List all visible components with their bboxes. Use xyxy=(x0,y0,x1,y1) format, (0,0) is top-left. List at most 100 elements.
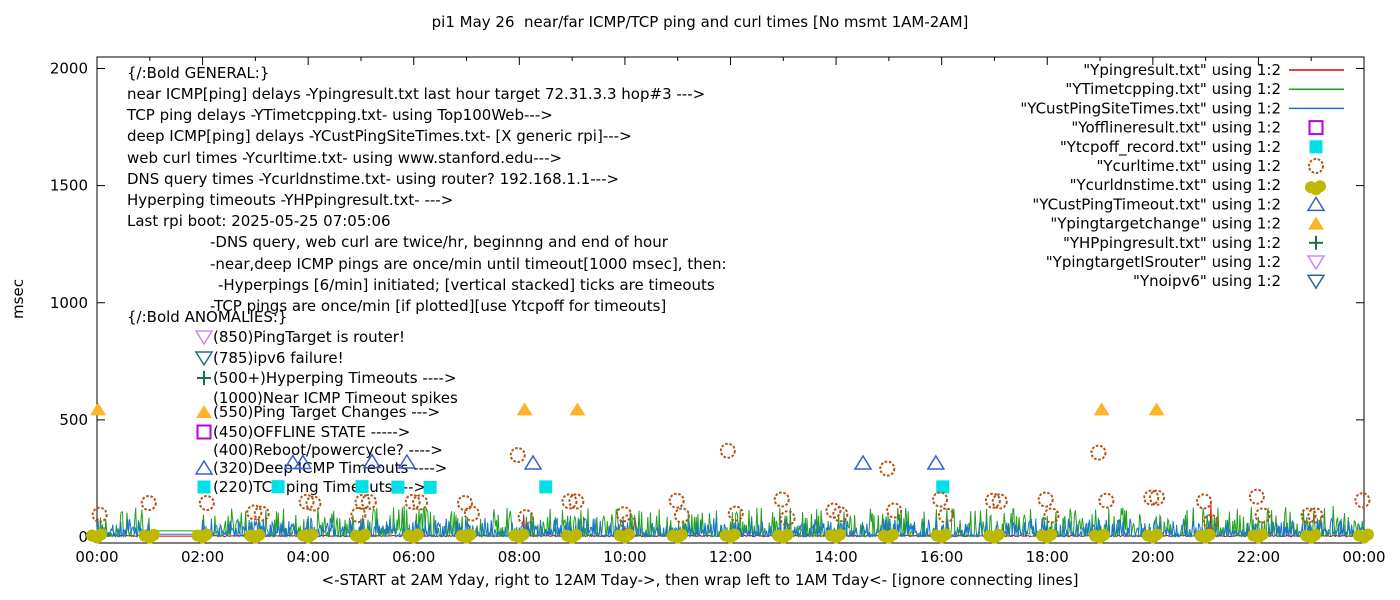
data-point-circle-cluster-icon xyxy=(618,531,631,544)
notes-anomalies-line: (785)ipv6 failure! xyxy=(213,349,344,367)
data-point-triangle-open-icon xyxy=(523,454,543,470)
notes-general-line: Last rpi boot: 2025-05-25 07:05:06 xyxy=(127,212,391,230)
data-point-triangle-filled-icon xyxy=(1093,402,1110,416)
data-point-circle-open-icon xyxy=(1254,507,1271,524)
y-tick-label: 1500 xyxy=(50,177,88,195)
square-icon xyxy=(196,424,212,440)
x-tick-label: 16:00 xyxy=(920,548,963,566)
x-tick-label: 02:00 xyxy=(181,548,224,566)
legend-square-filled-icon xyxy=(1309,140,1323,154)
legend-square-open-icon xyxy=(1308,120,1324,136)
data-point-circle-cluster-icon xyxy=(460,531,473,544)
data-point-circle-open-icon xyxy=(937,507,954,524)
legend-triangle-down-open-icon xyxy=(1306,255,1326,271)
notes-anomalies-line: (400)Reboot/powercycle? ----> xyxy=(213,441,443,459)
x-tick-label: 20:00 xyxy=(1131,548,1174,566)
data-point-circle-cluster-icon xyxy=(1358,531,1370,544)
notes-anomalies-header: {/:Bold ANOMALIES:} xyxy=(127,308,287,326)
notes-general-line: -Hyperpings [6/min] initiated; [vertical… xyxy=(218,276,715,294)
legend-triangle-down-open-icon xyxy=(1306,274,1326,290)
notes-anomalies-line: (220)TCP ping Timeouts ---> xyxy=(213,478,426,496)
data-point-circle-open-icon xyxy=(517,509,534,526)
data-point-circle-open-icon xyxy=(91,506,108,523)
notes-general-line: web curl times -Ycurltime.txt- using www… xyxy=(127,149,562,167)
legend-label: "YTimetcpping.txt" using 1:2 xyxy=(1065,80,1281,98)
data-point-triangle-open-icon xyxy=(397,453,417,469)
data-point-triangle-open-icon xyxy=(293,454,313,470)
data-point-circle-open-icon xyxy=(984,492,1001,509)
data-point-triangle-open-icon xyxy=(283,454,303,470)
data-point-circle-open-icon xyxy=(404,493,421,510)
data-point-circle-open-icon xyxy=(561,493,578,510)
data-point-square-filled-icon xyxy=(936,480,950,494)
data-point-circle-open-icon xyxy=(832,506,849,523)
notes-anomalies-line: (320)Deep ICMP Timeouts ----> xyxy=(213,459,447,477)
legend-circle-open-icon xyxy=(1308,158,1324,174)
data-point-circle-cluster-icon xyxy=(1199,531,1212,544)
data-point-circle-cluster-icon xyxy=(1094,531,1107,544)
square-icon xyxy=(197,480,211,494)
x-tick-label: 22:00 xyxy=(1237,548,1280,566)
notes-anomalies-line: (500+)Hyperping Timeouts ----> xyxy=(213,369,457,387)
notes-general-line: Hyperping timeouts -YHPpingresult.txt- -… xyxy=(127,191,453,209)
notes-anomalies-line: (1000)Near ICMP Timeout spikes xyxy=(213,389,458,407)
data-point-circle-cluster-icon xyxy=(988,531,1001,544)
data-point-triangle-filled-icon xyxy=(569,402,586,416)
data-point-triangle-open-icon xyxy=(362,453,382,469)
data-point-circle-cluster-icon xyxy=(1041,531,1054,544)
data-point-square-filled-icon xyxy=(355,480,369,494)
x-tick-label: 10:00 xyxy=(603,548,646,566)
data-point-square-filled-icon xyxy=(271,480,285,494)
notes-general-header: {/:Bold GENERAL:} xyxy=(127,64,269,82)
data-point-triangle-open-icon xyxy=(853,454,873,470)
data-point-circle-open-icon xyxy=(568,493,585,510)
data-point-circle-open-icon xyxy=(773,491,790,508)
data-point-circle-open-icon xyxy=(825,502,842,519)
triangle-icon xyxy=(194,459,214,475)
data-point-circle-cluster-icon xyxy=(566,531,579,544)
x-tick-label: 04:00 xyxy=(287,548,330,566)
data-point-triangle-filled-icon xyxy=(90,402,107,416)
data-point-circle-open-icon xyxy=(350,506,367,523)
data-point-circle-cluster-icon xyxy=(354,531,367,544)
legend-label: "Ynoipv6" using 1:2 xyxy=(1133,272,1281,290)
triangle-down-icon xyxy=(194,330,214,346)
triangle-icon xyxy=(196,405,212,418)
legend-label: "YCustPingSiteTimes.txt" using 1:2 xyxy=(1020,99,1281,117)
data-point-circle-open-icon xyxy=(1354,492,1371,509)
data-point-circle-open-icon xyxy=(727,505,744,522)
x-tick-label: 14:00 xyxy=(814,548,857,566)
data-point-circle-open-icon xyxy=(673,507,690,524)
data-point-circle-cluster-icon xyxy=(407,531,420,544)
data-point-circle-cluster-icon xyxy=(671,531,684,544)
x-tick-label: 00:00 xyxy=(1342,548,1385,566)
legend-label: "Ypingtargetchange" using 1:2 xyxy=(1050,215,1281,233)
legend-label: "Ycurldnstime.txt" using 1:2 xyxy=(1070,176,1281,194)
legend-label: "Ytcpoff_record.txt" using 1:2 xyxy=(1060,138,1281,157)
data-point-circle-open-icon xyxy=(1149,489,1166,506)
data-point-circle-cluster-icon xyxy=(513,531,526,544)
notes-general-line: TCP ping delays -YTimetcpping.txt- using… xyxy=(126,106,553,124)
x-tick-label: 12:00 xyxy=(709,548,752,566)
data-point-circle-open-icon xyxy=(1037,491,1054,508)
x-tick-label: 00:00 xyxy=(75,548,118,566)
data-point-circle-open-icon xyxy=(1307,507,1324,524)
legend-label: "Ypingresult.txt" using 1:2 xyxy=(1083,61,1281,79)
notes-general-line: -TCP pings are once/min [if plotted][use… xyxy=(210,297,666,315)
legend-label: "Ycurltime.txt" using 1:2 xyxy=(1096,157,1281,175)
x-tick-label: 06:00 xyxy=(392,548,435,566)
data-point-circle-open-icon xyxy=(1196,493,1213,510)
data-point-circle-open-icon xyxy=(298,493,315,510)
data-point-circle-open-icon xyxy=(305,495,322,512)
data-point-circle-open-icon xyxy=(1300,507,1317,524)
data-point-circle-open-icon xyxy=(668,492,685,509)
data-point-circle-cluster-icon xyxy=(91,531,103,544)
data-point-circle-open-icon xyxy=(779,510,796,527)
notes-anomalies-line: (850)PingTarget is router! xyxy=(213,328,405,346)
data-point-circle-open-icon xyxy=(991,493,1008,510)
notes-anomalies-line: (450)OFFLINE STATE -----> xyxy=(213,423,410,441)
data-point-circle-open-icon xyxy=(1143,489,1160,506)
data-point-circle-open-icon xyxy=(463,505,480,522)
data-point-circle-open-icon xyxy=(1043,507,1060,524)
